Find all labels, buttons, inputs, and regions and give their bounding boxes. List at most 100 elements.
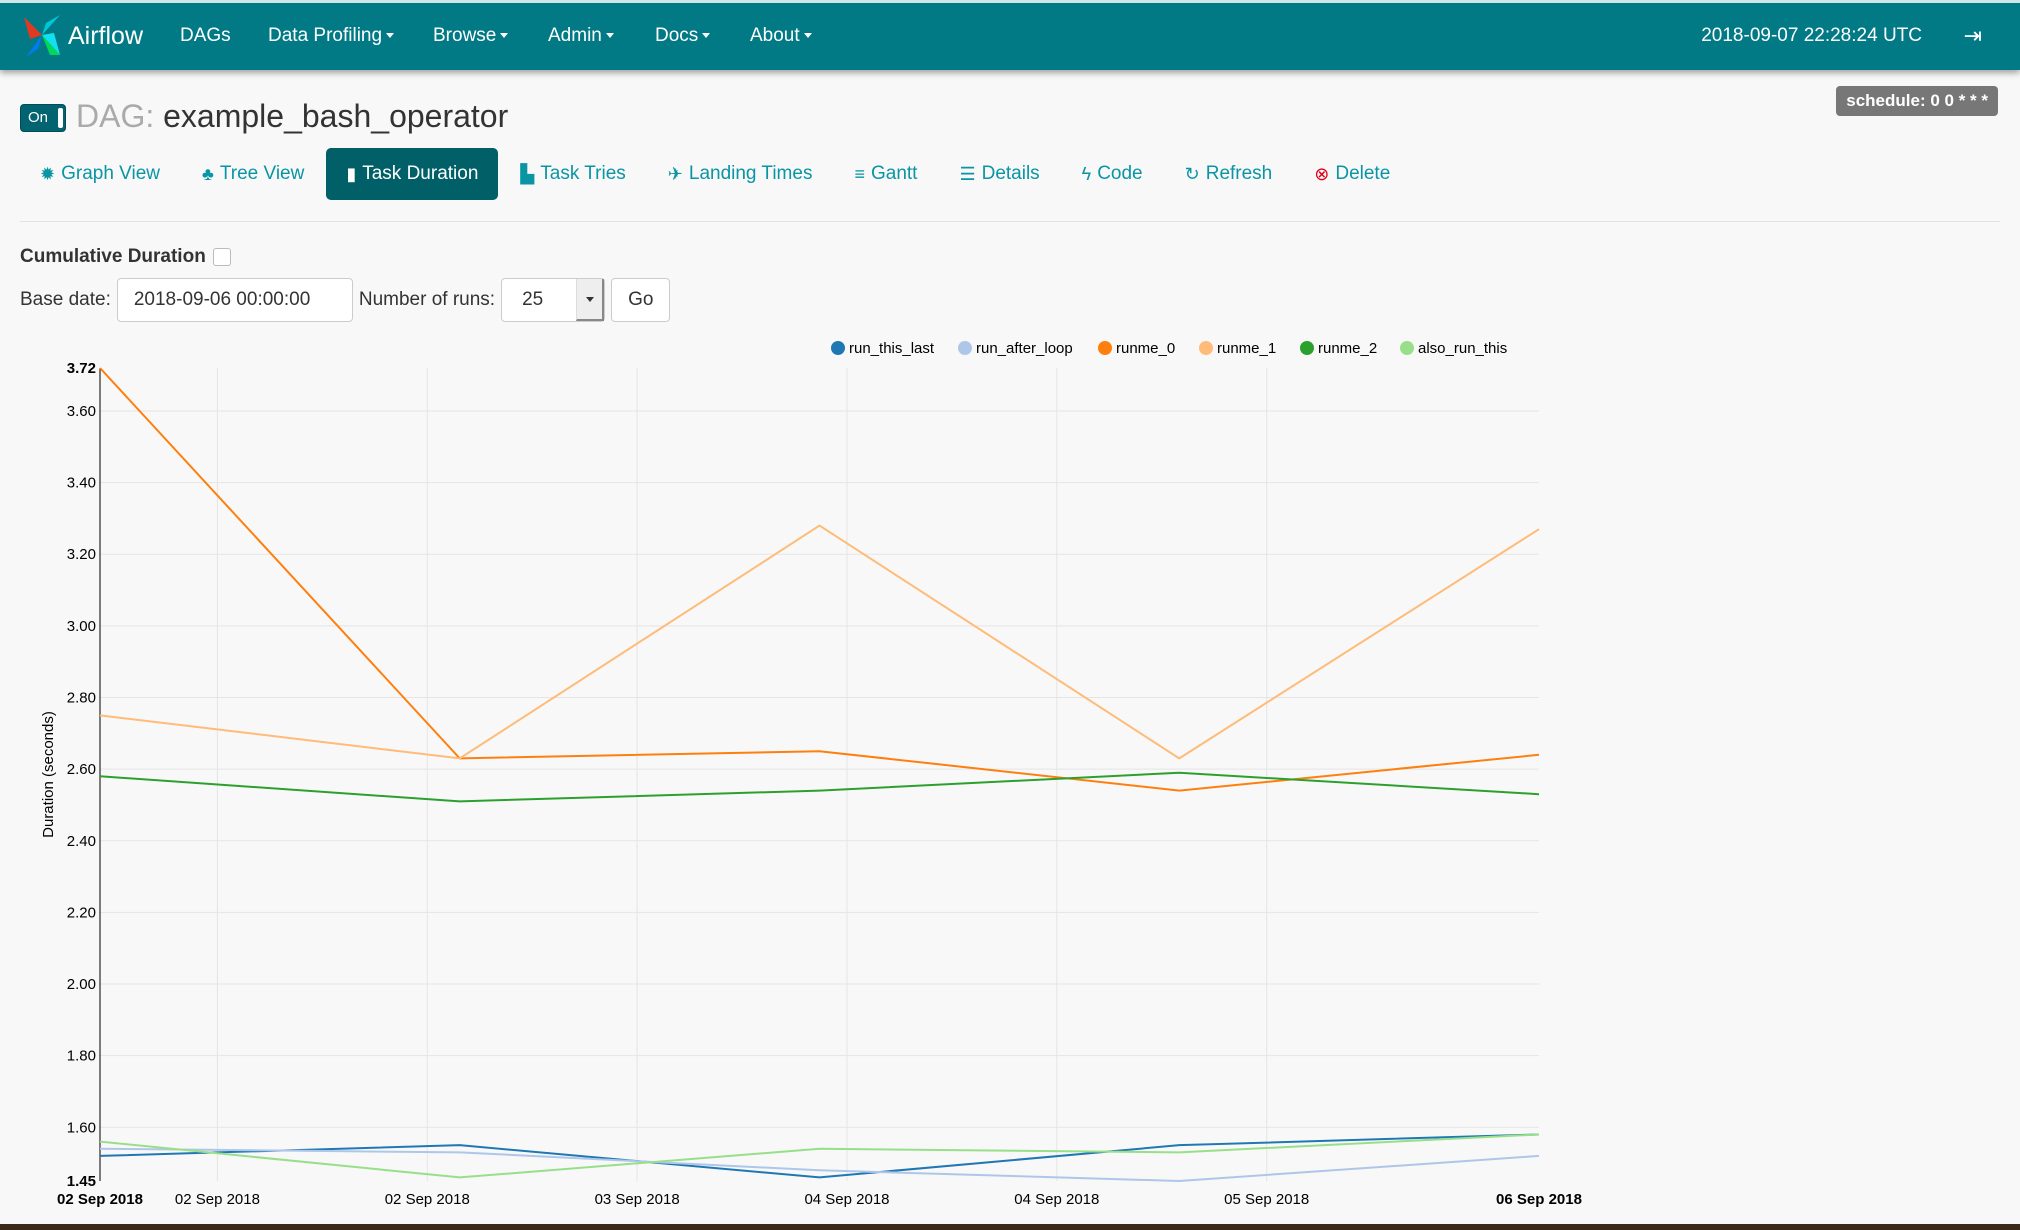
tab-task-tries[interactable]: ▙ Task Tries bbox=[500, 148, 645, 200]
graph-view-icon: ✹ bbox=[40, 163, 56, 184]
nav-label: Admin bbox=[548, 25, 602, 46]
series-line-runme_1 bbox=[99, 524, 1540, 760]
caret-down-icon bbox=[605, 33, 614, 39]
cumulative-duration: Cumulative Duration bbox=[20, 246, 231, 268]
nav-dags[interactable]: DAGs bbox=[180, 25, 231, 47]
x-tick-label: 04 Sep 2018 bbox=[1014, 1191, 1099, 1208]
code-icon: ϟ bbox=[1081, 163, 1092, 184]
dag-name: example_bash_operator bbox=[163, 98, 509, 134]
tab-tree-view[interactable]: ♣ Tree View bbox=[182, 148, 324, 200]
legend-label-run_this_last[interactable]: run_this_last bbox=[849, 340, 935, 357]
nav-label: Data Profiling bbox=[268, 25, 383, 46]
legend-dot-run_this_last[interactable] bbox=[831, 341, 845, 355]
runs-value: 25 bbox=[522, 289, 544, 310]
series-line-runme_0 bbox=[99, 367, 1540, 792]
refresh-icon: ↻ bbox=[1184, 163, 1200, 184]
tab-label: Graph View bbox=[61, 163, 161, 184]
nav-admin[interactable]: Admin bbox=[548, 25, 614, 47]
nav-browse[interactable]: Browse bbox=[433, 25, 509, 47]
y-tick-label: 1.80 bbox=[67, 1048, 96, 1065]
y-tick-label: 2.00 bbox=[67, 976, 96, 993]
legend-dot-run_after_loop[interactable] bbox=[958, 341, 972, 355]
caret-down-icon bbox=[803, 33, 812, 39]
x-tick-label: 02 Sep 2018 bbox=[175, 1191, 260, 1208]
dag-on-toggle[interactable]: On bbox=[20, 104, 66, 132]
tab-label: Gantt bbox=[870, 163, 918, 184]
brand-logo[interactable]: Airflow bbox=[20, 15, 143, 57]
tab-details[interactable]: ☰ Details bbox=[939, 148, 1059, 200]
base-date-input[interactable]: 2018-09-06 00:00:00 bbox=[116, 278, 353, 322]
series-line-run_after_loop bbox=[99, 1147, 1540, 1183]
tab-graph-view[interactable]: ✹ Graph View bbox=[20, 148, 180, 200]
x-tick-label: 05 Sep 2018 bbox=[1224, 1191, 1309, 1208]
y-tick-label: 3.60 bbox=[67, 403, 96, 420]
page-title: DAG: example_bash_operator bbox=[76, 98, 508, 135]
x-tick-label: 06 Sep 2018 bbox=[1496, 1191, 1582, 1208]
caret-down-icon bbox=[386, 33, 395, 39]
y-tick-label: 2.80 bbox=[67, 689, 96, 706]
series-line-run_this_last bbox=[99, 1133, 1540, 1179]
x-tick-label: 04 Sep 2018 bbox=[804, 1191, 889, 1208]
legend-label-runme_1[interactable]: runme_1 bbox=[1217, 340, 1276, 357]
x-tick-label: 02 Sep 2018 bbox=[385, 1191, 470, 1208]
tab-label: Code bbox=[1097, 163, 1143, 184]
legend-label-runme_2[interactable]: runme_2 bbox=[1318, 340, 1377, 357]
runs-label: Number of runs: bbox=[358, 289, 496, 310]
y-tick-label: 2.20 bbox=[67, 904, 96, 921]
legend-label-also_run_this[interactable]: also_run_this bbox=[1418, 340, 1507, 357]
gantt-icon: ≡ bbox=[854, 163, 865, 184]
legend-label-runme_0[interactable]: runme_0 bbox=[1116, 340, 1175, 357]
divider bbox=[20, 221, 2000, 222]
nav-label: About bbox=[750, 25, 800, 46]
pinwheel-logo-icon bbox=[24, 15, 60, 57]
nav-data-profiling[interactable]: Data Profiling bbox=[268, 25, 395, 47]
server-clock: 2018-09-07 22:28:24 UTC bbox=[1701, 25, 1922, 46]
tab-label: Task Duration bbox=[362, 163, 479, 184]
landing-times-icon: ✈ bbox=[667, 163, 683, 184]
tab-label: Delete bbox=[1335, 163, 1391, 184]
tab-task-duration[interactable]: ▮ Task Duration bbox=[326, 148, 499, 200]
base-date-label: Base date: bbox=[20, 289, 111, 310]
tab-code[interactable]: ϟ Code bbox=[1062, 148, 1163, 200]
tab-landing-times[interactable]: ✈ Landing Times bbox=[648, 148, 833, 200]
filter-form: Base date: 2018-09-06 00:00:00 Number of… bbox=[20, 278, 671, 322]
y-tick-label: 1.45 bbox=[67, 1173, 96, 1190]
tab-delete[interactable]: ⊗ Delete bbox=[1294, 148, 1410, 200]
nav-label: Browse bbox=[433, 25, 497, 46]
y-axis-label: Duration (seconds) bbox=[40, 711, 57, 838]
tab-label: Refresh bbox=[1205, 163, 1273, 184]
nav-about[interactable]: About bbox=[750, 25, 812, 47]
chevron-down-icon bbox=[576, 279, 605, 321]
nav-label: Docs bbox=[655, 25, 699, 46]
cumulative-checkbox[interactable] bbox=[212, 248, 231, 266]
caret-down-icon bbox=[500, 33, 509, 39]
tab-label: Details bbox=[981, 163, 1040, 184]
tab-label: Landing Times bbox=[688, 163, 813, 184]
tree-view-icon: ♣ bbox=[202, 163, 214, 184]
cumulative-label: Cumulative Duration bbox=[20, 246, 206, 267]
legend-dot-runme_1[interactable] bbox=[1199, 341, 1213, 355]
tab-refresh[interactable]: ↻ Refresh bbox=[1165, 148, 1293, 200]
details-icon: ☰ bbox=[959, 163, 976, 184]
y-tick-label: 3.20 bbox=[67, 546, 96, 563]
y-tick-label: 1.60 bbox=[67, 1119, 96, 1136]
task-duration-icon: ▮ bbox=[346, 163, 357, 184]
legend-dot-runme_2[interactable] bbox=[1300, 341, 1314, 355]
x-tick-label: 02 Sep 2018 bbox=[57, 1191, 143, 1208]
runs-select[interactable]: 25 bbox=[501, 278, 606, 322]
sign-out-icon[interactable]: ⇥ bbox=[1963, 23, 1982, 48]
legend-dot-also_run_this[interactable] bbox=[1400, 341, 1414, 355]
tab-gantt[interactable]: ≡ Gantt bbox=[834, 148, 937, 200]
x-tick-label: 03 Sep 2018 bbox=[595, 1191, 680, 1208]
go-button[interactable]: Go bbox=[611, 278, 671, 322]
view-tabs: ✹ Graph View ♣ Tree View ▮ Task Duration ▙ Task… bbox=[20, 148, 1412, 200]
y-tick-label: 2.40 bbox=[67, 833, 96, 850]
y-tick-label: 3.72 bbox=[67, 360, 96, 377]
nav-docs[interactable]: Docs bbox=[655, 25, 711, 47]
legend-label-run_after_loop[interactable]: run_after_loop bbox=[976, 340, 1073, 357]
series-line-runme_2 bbox=[99, 771, 1540, 803]
schedule-badge: schedule: 0 0 * * * bbox=[1836, 86, 1998, 116]
y-tick-label: 3.00 bbox=[67, 618, 96, 635]
legend-dot-runme_0[interactable] bbox=[1098, 341, 1112, 355]
series-line-also_run_this bbox=[99, 1133, 1540, 1179]
